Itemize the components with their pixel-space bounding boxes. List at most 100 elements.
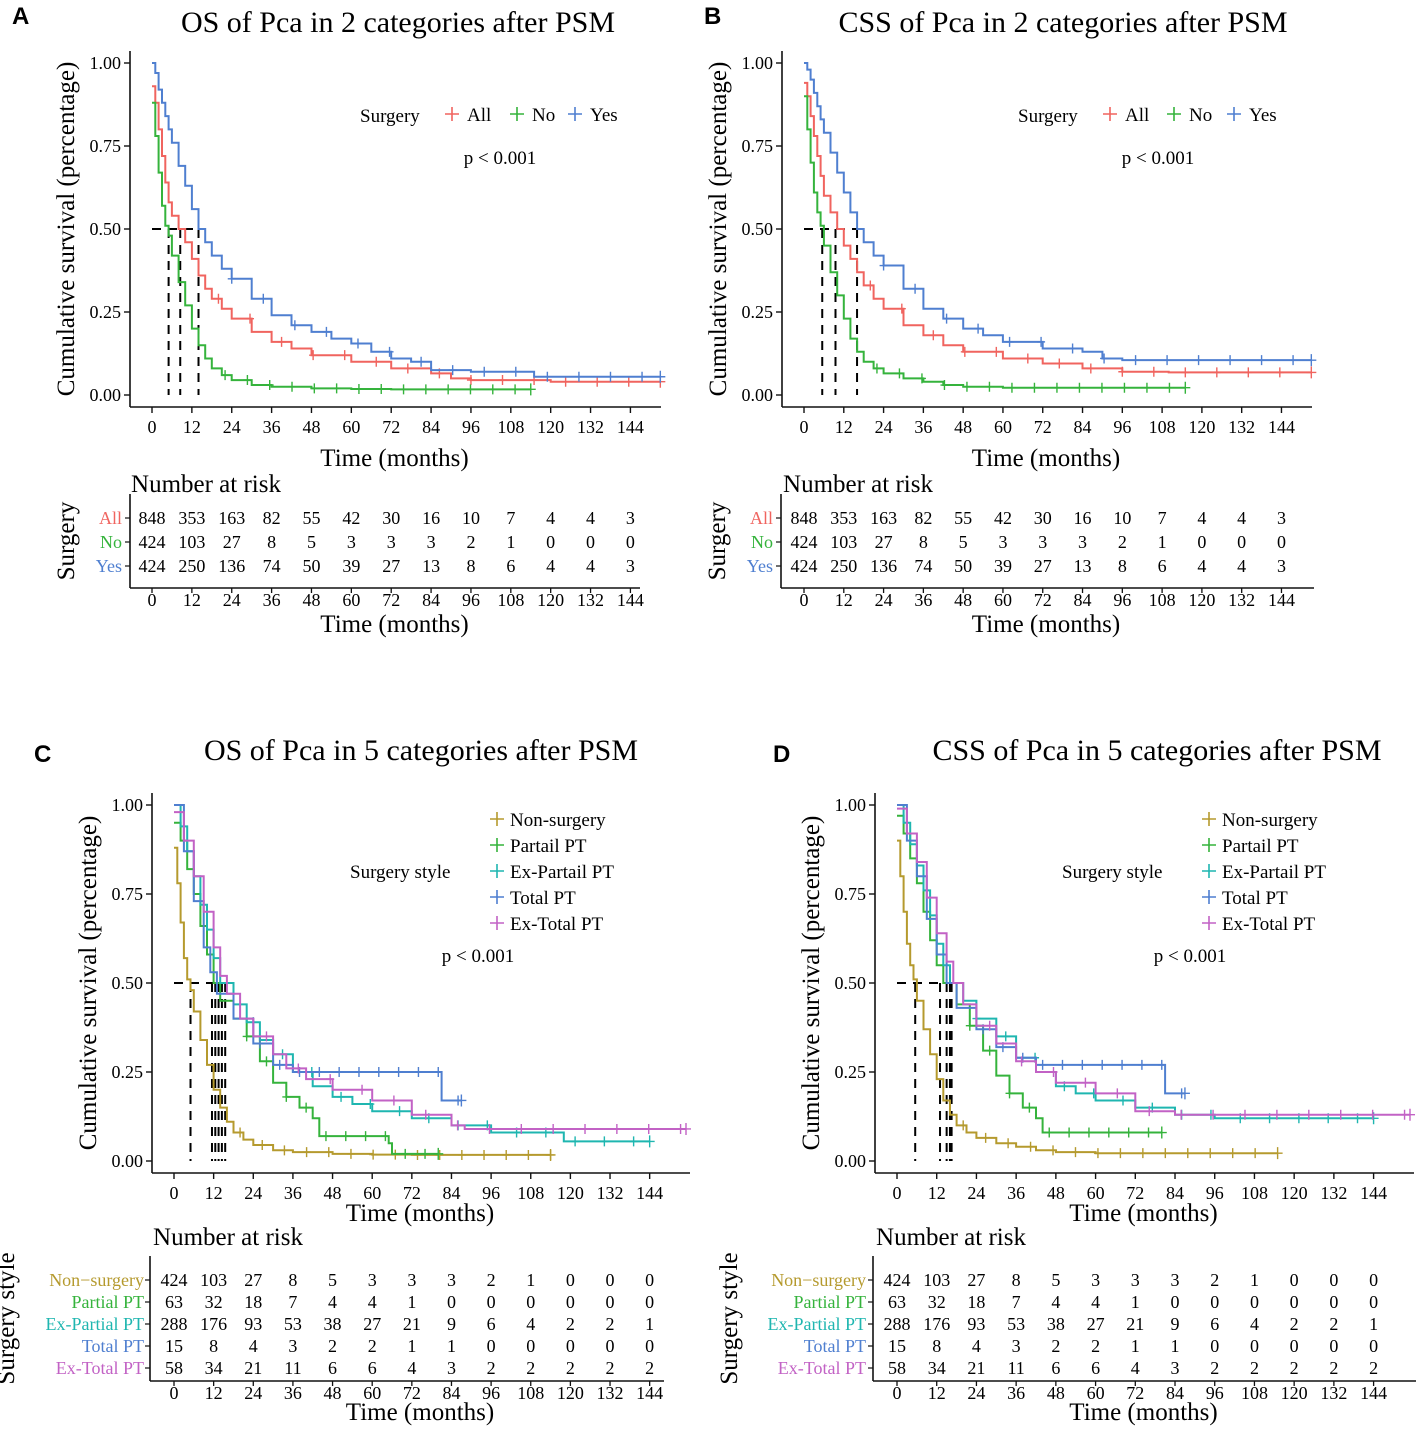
legend-label: Yes bbox=[590, 105, 618, 126]
risk-count: 27 bbox=[223, 532, 241, 552]
censor-mark bbox=[457, 1149, 466, 1160]
risk-count: 32 bbox=[928, 1292, 946, 1312]
risk-count: 3 bbox=[1277, 556, 1286, 576]
censor-mark bbox=[1272, 1147, 1283, 1160]
risk-x-tick-label: 12 bbox=[928, 1383, 946, 1403]
risk-count: 424 bbox=[791, 556, 818, 576]
survival-curve-total-pt bbox=[174, 804, 462, 1102]
risk-count: 1 bbox=[1369, 1314, 1378, 1334]
x-tick-label: 120 bbox=[557, 1183, 584, 1203]
x-tick-label: 144 bbox=[617, 417, 644, 437]
risk-count: 6 bbox=[506, 556, 515, 576]
risk-count: 0 bbox=[1369, 1270, 1378, 1290]
risk-x-tick-label: 96 bbox=[1113, 590, 1131, 610]
risk-count: 7 bbox=[288, 1292, 297, 1312]
censor-mark bbox=[435, 1149, 444, 1160]
risk-x-tick-label: 120 bbox=[1281, 1383, 1308, 1403]
risk-count: 63 bbox=[888, 1292, 906, 1312]
risk-x-tick-label: 48 bbox=[324, 1383, 342, 1403]
risk-count: 1 bbox=[1158, 532, 1167, 552]
risk-table-title: Number at risk bbox=[876, 1224, 1026, 1251]
risk-count: 0 bbox=[526, 1292, 535, 1312]
censor-mark bbox=[413, 1149, 422, 1160]
risk-x-tick-label: 12 bbox=[835, 590, 853, 610]
x-axis-label: Time (months) bbox=[972, 445, 1120, 472]
survival-curve-ex-total-pt bbox=[174, 811, 686, 1130]
legend-title: Surgery style bbox=[1062, 862, 1162, 883]
censor-mark bbox=[394, 1067, 403, 1077]
censor-mark bbox=[1120, 382, 1129, 393]
x-tick-label: 108 bbox=[1241, 1183, 1268, 1203]
x-tick-label: 12 bbox=[183, 417, 201, 437]
censor-mark bbox=[1306, 354, 1317, 367]
chart-title: OS of Pca in 5 categories after PSM bbox=[204, 734, 638, 767]
censor-mark bbox=[681, 1122, 691, 1135]
risk-row-label: Non−surgery bbox=[771, 1270, 866, 1290]
risk-count: 353 bbox=[830, 508, 857, 528]
censor-mark bbox=[236, 1127, 245, 1138]
censor-mark bbox=[1023, 353, 1032, 364]
censor-mark bbox=[985, 1045, 994, 1056]
risk-count: 27 bbox=[1034, 556, 1052, 576]
risk-count: 93 bbox=[244, 1314, 262, 1334]
censor-mark bbox=[480, 366, 489, 377]
risk-count: 0 bbox=[1171, 1292, 1180, 1312]
censor-mark bbox=[655, 370, 666, 383]
y-tick-label: 0.25 bbox=[90, 302, 122, 322]
risk-count: 53 bbox=[284, 1314, 302, 1334]
censor-mark bbox=[275, 1059, 284, 1070]
censor-mark bbox=[960, 346, 969, 357]
censor-mark bbox=[310, 383, 319, 394]
risk-count: 2 bbox=[1118, 532, 1127, 552]
censor-mark bbox=[354, 384, 363, 395]
x-tick-label: 120 bbox=[1281, 1183, 1308, 1203]
legend-label: All bbox=[1125, 105, 1149, 126]
censor-mark bbox=[1065, 1127, 1074, 1138]
risk-count: 5 bbox=[1051, 1270, 1060, 1290]
censor-mark bbox=[581, 1123, 590, 1134]
risk-count: 27 bbox=[382, 556, 400, 576]
legend-label: Yes bbox=[1249, 105, 1277, 126]
risk-count: 2 bbox=[606, 1314, 615, 1334]
risk-row-label: Ex-Partial PT bbox=[768, 1314, 866, 1334]
risk-count: 0 bbox=[1210, 1292, 1219, 1312]
censor-mark bbox=[395, 1106, 404, 1117]
risk-count: 4 bbox=[1051, 1292, 1060, 1312]
censor-mark bbox=[1119, 1095, 1127, 1106]
risk-count: 2 bbox=[368, 1336, 377, 1356]
risk-count: 424 bbox=[884, 1270, 911, 1290]
censor-mark bbox=[421, 1148, 430, 1159]
risk-count: 21 bbox=[244, 1358, 262, 1378]
risk-count: 0 bbox=[1250, 1292, 1259, 1312]
censor-mark bbox=[629, 1136, 638, 1147]
survival-curve-ex-partail-pt bbox=[897, 804, 1374, 1120]
censor-mark bbox=[1055, 358, 1064, 369]
censor-mark bbox=[294, 1063, 303, 1074]
panel-letter: A bbox=[12, 3, 29, 30]
censor-mark bbox=[511, 384, 520, 395]
risk-count: 163 bbox=[218, 508, 245, 528]
risk-count: 3 bbox=[288, 1336, 297, 1356]
chart-title: CSS of Pca in 5 categories after PSM bbox=[932, 734, 1381, 767]
risk-x-tick-label: 108 bbox=[497, 590, 524, 610]
risk-x-tick-label: 144 bbox=[1268, 590, 1295, 610]
censor-mark bbox=[366, 1099, 375, 1110]
x-tick-label: 84 bbox=[422, 417, 440, 437]
censor-mark bbox=[1161, 1148, 1170, 1159]
y-tick-label: 0.75 bbox=[112, 884, 144, 904]
risk-count: 1 bbox=[407, 1292, 416, 1312]
risk-count: 136 bbox=[218, 556, 245, 576]
censor-mark bbox=[421, 384, 430, 395]
risk-count: 4 bbox=[1197, 556, 1206, 576]
legend-key bbox=[1167, 107, 1181, 121]
risk-row-label: No bbox=[751, 532, 773, 552]
risk-count: 10 bbox=[462, 508, 480, 528]
risk-count: 0 bbox=[1369, 1292, 1378, 1312]
censor-mark bbox=[1084, 1127, 1093, 1138]
risk-count: 3 bbox=[998, 532, 1007, 552]
censor-mark bbox=[897, 303, 906, 314]
risk-count: 9 bbox=[1171, 1314, 1180, 1334]
censor-mark bbox=[456, 1094, 467, 1107]
x-tick-label: 0 bbox=[148, 417, 157, 437]
risk-x-tick-label: 60 bbox=[1087, 1383, 1105, 1403]
